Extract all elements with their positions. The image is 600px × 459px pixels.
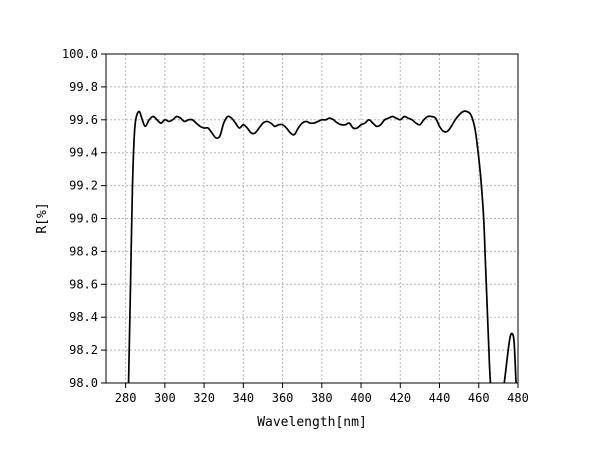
y-tick-label: 98.6 xyxy=(69,277,98,291)
x-tick-label: 460 xyxy=(468,391,490,405)
x-tick-label: 280 xyxy=(115,391,137,405)
x-tick-label: 300 xyxy=(154,391,176,405)
x-tick-label: 480 xyxy=(507,391,529,405)
y-axis-ticks: 98.0 98.2 98.4 98.6 98.8 99.0 99.2 99.4 99.6 99.8… xyxy=(62,47,106,390)
y-tick-label: 98.8 xyxy=(69,244,98,258)
x-tick-label: 420 xyxy=(389,391,411,405)
x-tick-label: 340 xyxy=(232,391,254,405)
x-tick-label: 440 xyxy=(429,391,451,405)
y-tick-label: 99.4 xyxy=(69,146,98,160)
y-tick-label: 99.8 xyxy=(69,80,98,94)
y-tick-label: 100.0 xyxy=(62,47,98,61)
x-tick-label: 360 xyxy=(272,391,294,405)
y-tick-label: 99.0 xyxy=(69,212,98,226)
y-tick-label: 98.2 xyxy=(69,343,98,357)
x-axis-label: Wavelength[nm] xyxy=(257,415,367,430)
y-tick-label: 99.6 xyxy=(69,113,98,127)
series-layer xyxy=(127,110,517,383)
x-tick-label: 380 xyxy=(311,391,333,405)
series-line-0 xyxy=(127,110,517,383)
x-axis-ticks: 280 300 320 340 360 380 400 420 440 460 480 xyxy=(115,383,529,405)
y-tick-label: 99.2 xyxy=(69,179,98,193)
y-tick-label: 98.4 xyxy=(69,310,98,324)
x-tick-label: 400 xyxy=(350,391,372,405)
y-axis-label: R[%] xyxy=(35,202,50,233)
grid xyxy=(106,54,518,383)
y-tick-label: 98.0 xyxy=(69,376,98,390)
x-tick-label: 320 xyxy=(193,391,215,405)
